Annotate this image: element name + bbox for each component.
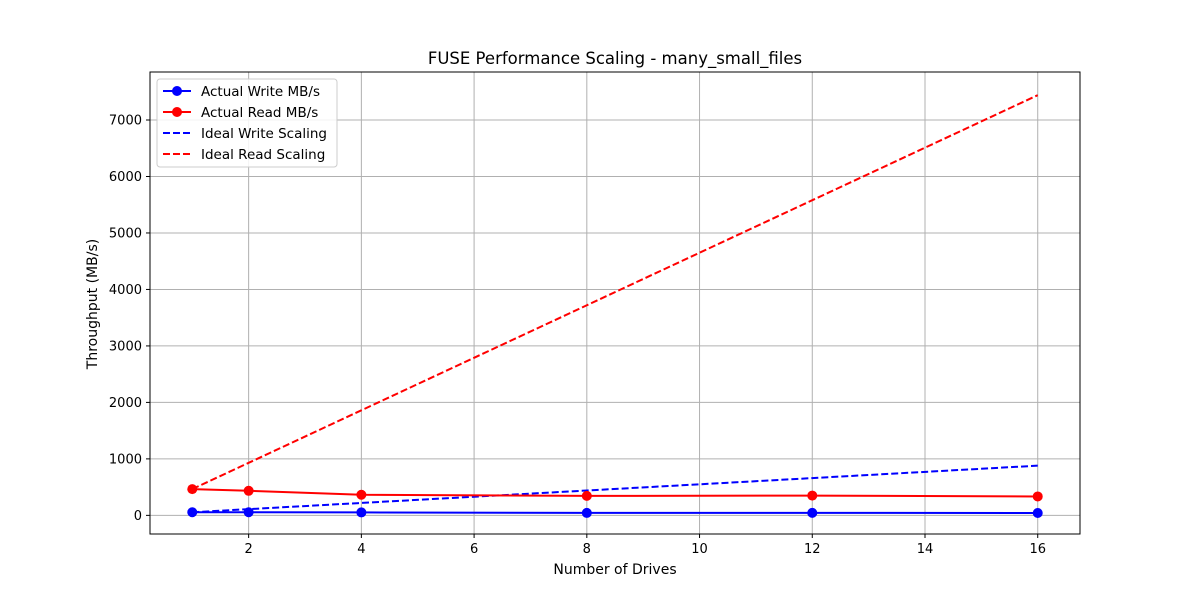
legend-label: Ideal Write Scaling <box>201 126 327 142</box>
data-point <box>187 484 198 495</box>
series-line <box>192 488 1038 498</box>
x-tick-label: 10 <box>691 542 708 557</box>
legend-entry: Ideal Read Scaling <box>163 147 325 163</box>
series-actual-write-mb-s <box>187 507 1043 518</box>
legend: Actual Write MB/s Actual Read MB/s Ideal W… <box>156 78 338 168</box>
series-line <box>192 511 1038 514</box>
legend-entry: Ideal Write Scaling <box>163 126 327 142</box>
data-point <box>1032 491 1043 502</box>
series-ideal-write-scaling <box>192 464 1038 514</box>
legend-marker <box>172 107 182 117</box>
y-tick-label: 0 <box>134 509 142 524</box>
y-tick-label: 2000 <box>109 396 142 411</box>
y-tick-label: 5000 <box>109 226 142 241</box>
plot-area-frame <box>149 71 1081 535</box>
axis-ticks: 2 4 6 8 10 12 14 16 0 1000 2000 3000 4000 5000 6000 700… <box>109 114 1046 557</box>
data-point <box>581 507 592 518</box>
x-axis-label: Number of Drives <box>553 562 676 578</box>
legend-label: Ideal Read Scaling <box>201 147 325 163</box>
legend-label: Actual Write MB/s <box>201 84 320 100</box>
data-point <box>1032 507 1043 518</box>
legend-entry: Actual Read MB/s <box>163 105 318 121</box>
x-tick-label: 6 <box>470 542 478 557</box>
x-tick-label: 16 <box>1029 542 1046 557</box>
y-tick-label: 3000 <box>109 339 142 354</box>
x-tick-label: 12 <box>804 542 821 557</box>
y-tick-label: 6000 <box>109 170 142 185</box>
x-tick-label: 2 <box>244 542 252 557</box>
series-line <box>191 94 1039 491</box>
x-tick-label: 4 <box>357 542 365 557</box>
data-point <box>187 507 198 518</box>
y-tick-label: 7000 <box>109 114 142 129</box>
data-point <box>807 507 818 518</box>
y-axis-label: Throughput (MB/s) <box>85 239 101 370</box>
series-line <box>192 464 1038 514</box>
legend-entry: Actual Write MB/s <box>163 84 320 100</box>
legend-box <box>156 78 338 168</box>
data-point <box>356 507 367 518</box>
series-actual-read-mb-s <box>187 484 1043 502</box>
data-point <box>243 485 254 496</box>
series-ideal-read-scaling <box>191 94 1039 491</box>
data-point <box>581 490 592 501</box>
y-tick-label: 4000 <box>109 283 142 298</box>
y-tick-label: 1000 <box>109 452 142 467</box>
series-group <box>187 94 1043 518</box>
data-point <box>356 489 367 500</box>
grid <box>150 72 1080 534</box>
x-tick-label: 14 <box>917 542 934 557</box>
legend-label: Actual Read MB/s <box>201 105 318 121</box>
legend-marker <box>172 86 182 96</box>
x-tick-label: 8 <box>583 542 591 557</box>
data-point <box>243 507 254 518</box>
chart-title: FUSE Performance Scaling - many_small_fi… <box>428 49 802 69</box>
data-point <box>807 490 818 501</box>
